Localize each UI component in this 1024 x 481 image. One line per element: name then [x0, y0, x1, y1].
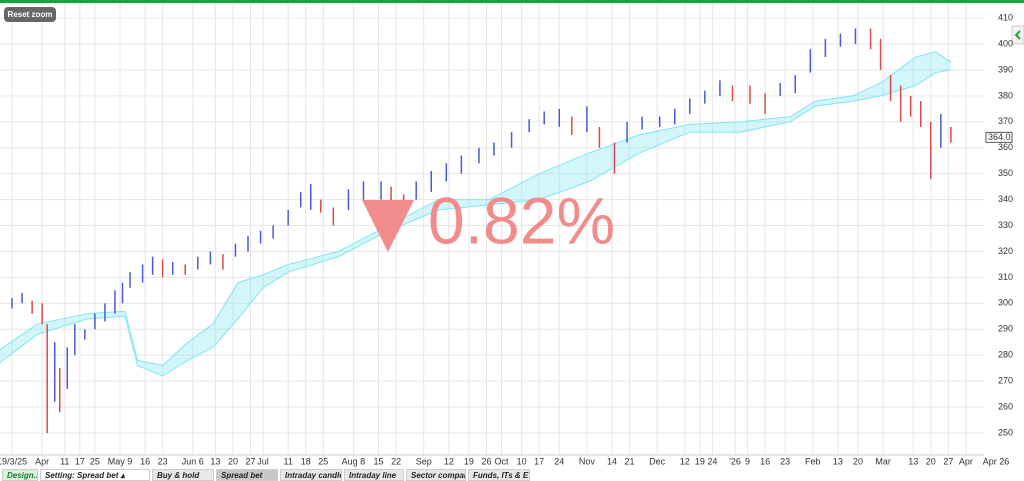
cloud-lower: [0, 69, 951, 377]
down-triangle: [362, 200, 414, 252]
x-tick-label: Oct: [495, 456, 510, 466]
change-label: 0.82%: [428, 183, 615, 257]
x-tick-label: 17: [534, 456, 544, 466]
toolbar-button[interactable]: Intraday line: [344, 469, 404, 481]
x-tick-label: 18: [301, 456, 311, 466]
y-tick-label: 350: [998, 168, 1013, 178]
x-tick-label: 14: [607, 456, 617, 466]
x-tick-label: Jul: [257, 456, 269, 466]
x-tick-label: 26: [481, 456, 491, 466]
y-tick-label: 370: [998, 116, 1013, 126]
x-tick-label: Sep: [416, 456, 432, 466]
x-tick-label: 23: [780, 456, 790, 466]
x-tick-label: 24: [707, 456, 717, 466]
x-tick-label: 13: [210, 456, 220, 466]
x-tick-label: 20: [228, 456, 238, 466]
x-tick-label: 19: [695, 456, 705, 466]
toolbar-button[interactable]: Buy & hold: [152, 469, 214, 481]
toolbar-button[interactable]: Funds, ITs & ET...: [468, 469, 530, 481]
toolbar-button[interactable]: Intraday candles: [280, 469, 342, 481]
y-tick-label: 310: [998, 272, 1013, 282]
x-tick-label: 20: [926, 456, 936, 466]
x-tick-label: 17: [75, 456, 85, 466]
chart: 250 260 270 280 290 300 310 320 330 340 350 360 370 3…: [0, 3, 1024, 466]
top-bar: [0, 0, 1024, 3]
x-tick-label: 16: [140, 456, 150, 466]
x-tick-label: 23: [158, 456, 168, 466]
y-tick-label: 360: [998, 142, 1013, 152]
x-tick-label: Apr: [35, 456, 49, 466]
x-tick-label: 21: [625, 456, 635, 466]
x-tick-label: Feb: [805, 456, 821, 466]
y-tick-label: 390: [998, 64, 1013, 74]
x-tick-label: Aug 8: [342, 456, 366, 466]
x-tick-label: 16: [760, 456, 770, 466]
toolbar-button[interactable]: Sector compari...: [406, 469, 466, 481]
x-tick-label: 19: [464, 456, 474, 466]
x-tick-label: 24: [554, 456, 564, 466]
x-tick-label: Dec: [649, 456, 666, 466]
y-tick-label: 380: [998, 90, 1013, 100]
x-tick-label: 12: [680, 456, 690, 466]
last-price-label: 364.0: [988, 132, 1011, 142]
y-tick-label: 320: [998, 246, 1013, 256]
x-tick-label: 20: [853, 456, 863, 466]
x-tick-label: Nov: [579, 456, 596, 466]
x-tick-label: 11: [283, 456, 292, 466]
y-tick-label: 270: [998, 375, 1013, 385]
x-tick-label: 22: [391, 456, 401, 466]
setting-select[interactable]: Setting: Spread bet ▴: [40, 469, 150, 481]
x-tick-label: Apr: [959, 456, 973, 466]
last-price-box: [985, 131, 1013, 143]
x-tick-label: 27: [246, 456, 256, 466]
x-tick-label: '26: [729, 456, 741, 466]
x-tick-label: 25: [318, 456, 328, 466]
x-tick-label: 13: [908, 456, 918, 466]
x-tick-label: Jun 6: [182, 456, 204, 466]
x-tick-label: Apr 26: [983, 456, 1010, 466]
design-button[interactable]: Design...: [2, 469, 38, 481]
x-tick-label: 13: [833, 456, 843, 466]
toolbar-button[interactable]: Spread bet: [216, 469, 278, 481]
y-tick-label: 340: [998, 194, 1013, 204]
x-tick-label: 19/3/25: [0, 456, 27, 466]
setting-label: Setting:: [45, 471, 75, 480]
x-tick-label: May 9: [108, 456, 133, 466]
axis-panel: [984, 3, 1024, 465]
y-tick-label: 400: [998, 38, 1013, 48]
x-tick-label: 25: [90, 456, 100, 466]
reset-zoom-button[interactable]: Reset zoom: [4, 7, 56, 22]
y-tick-label: 300: [998, 298, 1013, 308]
x-tick-label: 15: [374, 456, 384, 466]
x-tick-label: Mar: [875, 456, 891, 466]
cloud-upper: [0, 51, 952, 367]
y-tick-label: 260: [998, 401, 1013, 411]
y-tick-label: 410: [998, 12, 1013, 22]
x-tick-label: 27: [943, 456, 953, 466]
x-tick-label: 12: [444, 456, 454, 466]
side-tab[interactable]: [1011, 25, 1024, 45]
y-tick-label: 280: [998, 350, 1013, 360]
y-tick-label: 330: [998, 220, 1013, 230]
setting-value: Spread bet: [77, 471, 119, 480]
y-tick-label: 290: [998, 324, 1013, 334]
cloud-area: [0, 51, 951, 376]
x-tick-label: 9: [745, 456, 750, 466]
side-tab-arrow: [1014, 30, 1021, 40]
plot: [0, 3, 997, 456]
y-tick-label: 250: [998, 427, 1013, 437]
x-tick-label: 10: [517, 456, 527, 466]
x-tick-label: 11: [60, 456, 69, 466]
